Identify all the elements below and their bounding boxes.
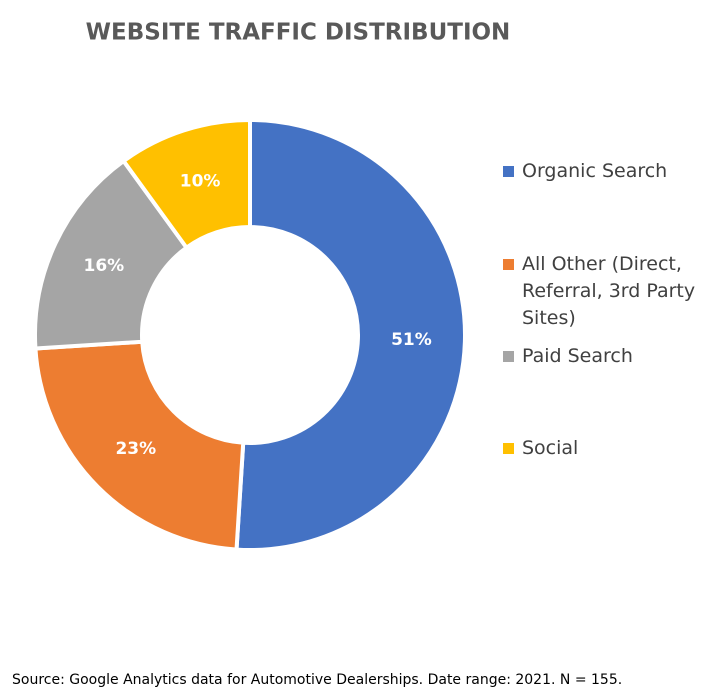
source-note: Source: Google Analytics data for Automo… xyxy=(12,672,623,688)
legend-item: Paid Search xyxy=(503,343,703,370)
data-label: 51% xyxy=(391,330,432,350)
donut-segment xyxy=(33,158,190,351)
donut-segment xyxy=(33,339,246,552)
donut-segment xyxy=(120,117,252,251)
legend-item: Organic Search xyxy=(503,158,703,185)
data-label: 23% xyxy=(115,439,156,459)
legend-label: All Other (Direct, Referral, 3rd Party S… xyxy=(522,253,696,329)
chart-title: WEBSITE TRAFFIC DISTRIBUTION xyxy=(86,20,511,46)
legend-swatch xyxy=(503,259,514,270)
donut-segment xyxy=(234,117,467,552)
legend-label: Organic Search xyxy=(522,160,668,182)
legend-swatch xyxy=(503,443,514,454)
legend-label: Paid Search xyxy=(522,345,633,367)
data-label: 10% xyxy=(180,171,221,191)
legend-item: Social xyxy=(503,435,703,462)
legend-item: All Other (Direct, Referral, 3rd Party S… xyxy=(503,251,703,332)
legend-swatch xyxy=(503,166,514,177)
data-label: 16% xyxy=(84,256,125,276)
legend-label: Social xyxy=(522,437,579,459)
legend-swatch xyxy=(503,351,514,362)
